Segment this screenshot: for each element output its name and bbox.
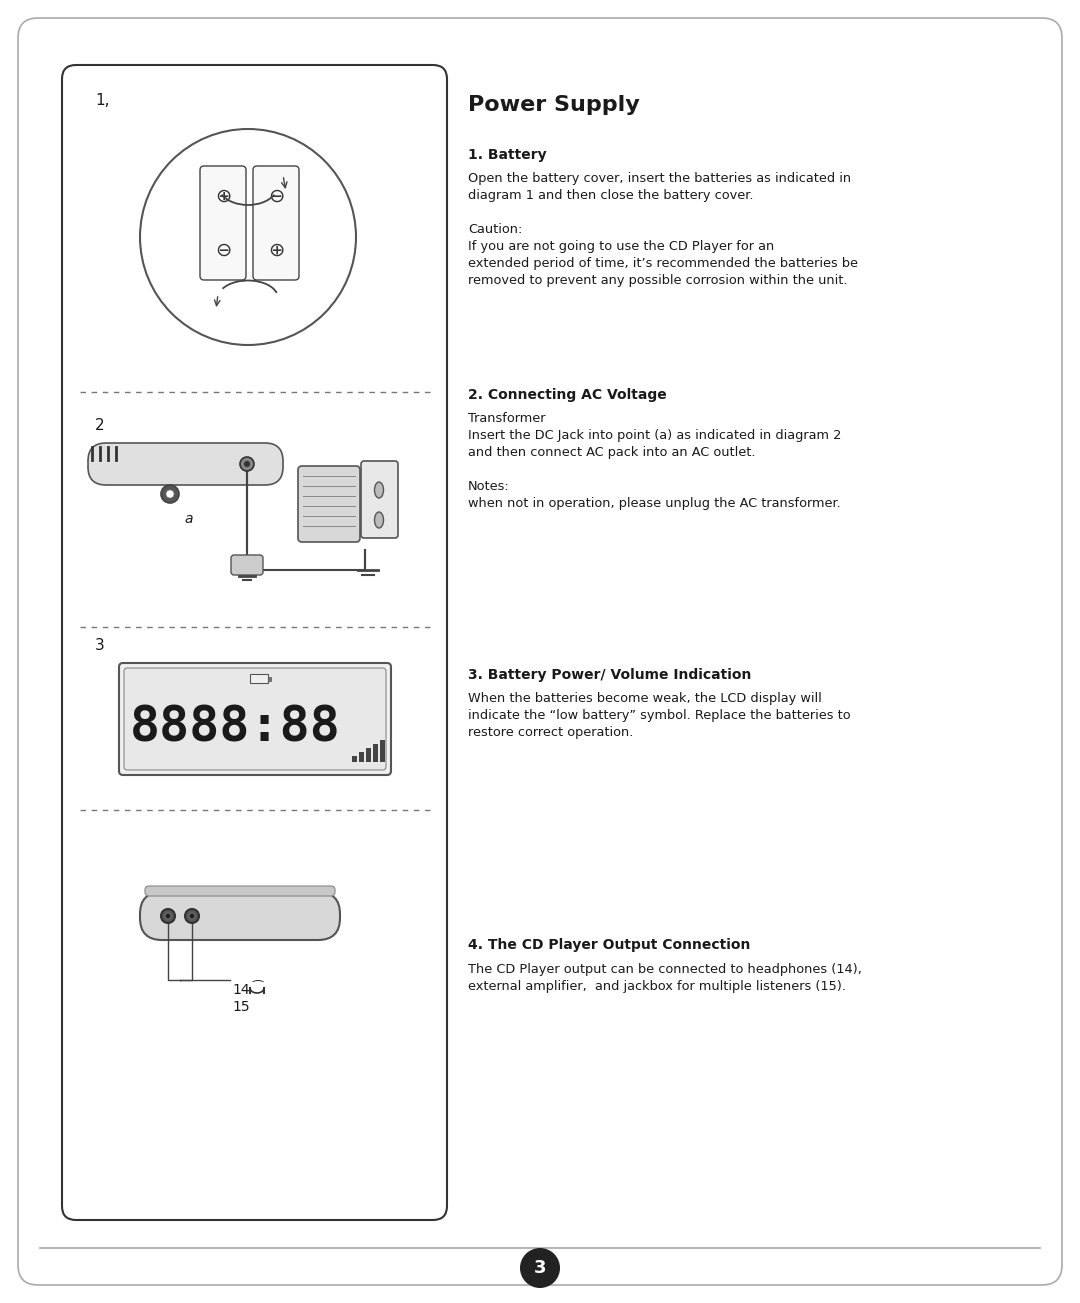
Circle shape <box>240 457 254 470</box>
Circle shape <box>185 909 199 923</box>
FancyBboxPatch shape <box>200 165 246 280</box>
Text: extended period of time, it’s recommended the batteries be: extended period of time, it’s recommende… <box>468 257 858 270</box>
Circle shape <box>161 485 179 503</box>
Bar <box>380 740 384 762</box>
Ellipse shape <box>375 482 383 498</box>
Text: removed to prevent any possible corrosion within the unit.: removed to prevent any possible corrosio… <box>468 274 848 287</box>
Text: 1,: 1, <box>95 93 109 108</box>
Text: ⊖: ⊖ <box>215 241 231 259</box>
Bar <box>249 674 268 683</box>
Text: and then connect AC pack into an AC outlet.: and then connect AC pack into an AC outl… <box>468 446 756 459</box>
Text: external amplifier,  and jackbox for multiple listeners (15).: external amplifier, and jackbox for mult… <box>468 980 846 993</box>
Text: ⊖: ⊖ <box>268 186 284 206</box>
Text: 4. The CD Player Output Connection: 4. The CD Player Output Connection <box>468 938 751 952</box>
Text: Open the battery cover, insert the batteries as indicated in: Open the battery cover, insert the batte… <box>468 172 851 185</box>
FancyBboxPatch shape <box>253 165 299 280</box>
Text: Notes:: Notes: <box>468 480 510 493</box>
FancyBboxPatch shape <box>298 466 360 542</box>
Text: ⊕: ⊕ <box>268 241 284 259</box>
Text: 3: 3 <box>95 638 105 653</box>
Text: ⊕: ⊕ <box>215 186 231 206</box>
Text: ⁀: ⁀ <box>252 982 262 995</box>
Circle shape <box>166 490 174 498</box>
FancyBboxPatch shape <box>119 663 391 775</box>
Bar <box>366 748 372 762</box>
Text: When the batteries become weak, the LCD display will: When the batteries become weak, the LCD … <box>468 692 822 705</box>
FancyBboxPatch shape <box>231 555 264 575</box>
Text: 1. Battery: 1. Battery <box>468 149 546 162</box>
Text: Power Supply: Power Supply <box>468 95 639 115</box>
FancyBboxPatch shape <box>62 65 447 1220</box>
Circle shape <box>244 461 249 466</box>
Bar <box>359 752 364 762</box>
Text: Caution:: Caution: <box>468 223 523 236</box>
Text: a: a <box>184 512 192 526</box>
Text: 14: 14 <box>232 982 249 997</box>
Text: 15: 15 <box>232 999 249 1014</box>
Text: If you are not going to use the CD Player for an: If you are not going to use the CD Playe… <box>468 240 774 253</box>
Circle shape <box>165 913 171 919</box>
Text: indicate the “low battery” symbol. Replace the batteries to: indicate the “low battery” symbol. Repla… <box>468 709 851 722</box>
Circle shape <box>161 909 175 923</box>
Text: when not in operation, please unplug the AC transformer.: when not in operation, please unplug the… <box>468 496 840 509</box>
Text: 2: 2 <box>95 418 105 433</box>
FancyBboxPatch shape <box>124 668 386 770</box>
Text: 3. Battery Power/ Volume Indication: 3. Battery Power/ Volume Indication <box>468 668 752 681</box>
Bar <box>373 744 378 762</box>
FancyBboxPatch shape <box>87 443 283 485</box>
Circle shape <box>189 913 195 919</box>
FancyBboxPatch shape <box>140 893 340 939</box>
Text: The CD Player output can be connected to headphones (14),: The CD Player output can be connected to… <box>468 963 862 976</box>
Text: Insert the DC Jack into point (a) as indicated in diagram 2: Insert the DC Jack into point (a) as ind… <box>468 429 841 442</box>
FancyBboxPatch shape <box>361 461 399 538</box>
Text: diagram 1 and then close the battery cover.: diagram 1 and then close the battery cov… <box>468 189 754 202</box>
Bar <box>268 676 271 680</box>
Text: 2. Connecting AC Voltage: 2. Connecting AC Voltage <box>468 388 666 403</box>
Ellipse shape <box>375 512 383 528</box>
Circle shape <box>519 1248 561 1287</box>
Bar <box>352 756 357 762</box>
Text: Transformer: Transformer <box>468 412 545 425</box>
FancyBboxPatch shape <box>18 18 1062 1285</box>
Text: restore correct operation.: restore correct operation. <box>468 726 633 739</box>
Text: 8888:88: 8888:88 <box>130 704 341 752</box>
FancyBboxPatch shape <box>145 886 335 896</box>
Circle shape <box>140 129 356 345</box>
Text: 3: 3 <box>534 1259 546 1277</box>
